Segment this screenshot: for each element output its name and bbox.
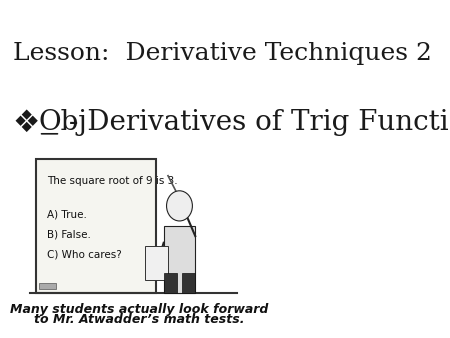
Text: ❖: ❖: [13, 108, 40, 138]
Text: - Derivatives of Trig Functions: - Derivatives of Trig Functions: [60, 108, 450, 136]
Text: A) True.: A) True.: [47, 209, 87, 219]
Text: Obj: Obj: [39, 108, 88, 136]
Circle shape: [166, 191, 193, 221]
Text: Many students actually look forward: Many students actually look forward: [10, 303, 269, 316]
Bar: [164, 226, 195, 293]
Text: C) Who cares?: C) Who cares?: [47, 249, 122, 260]
Text: Lesson:  Derivative Techniques 2: Lesson: Derivative Techniques 2: [13, 42, 432, 65]
Bar: [145, 246, 168, 280]
Text: B) False.: B) False.: [47, 230, 91, 239]
Bar: [39, 283, 56, 289]
FancyBboxPatch shape: [36, 159, 157, 293]
Bar: [164, 273, 176, 293]
Bar: [182, 273, 195, 293]
Text: to Mr. Atwadder’s math tests.: to Mr. Atwadder’s math tests.: [34, 313, 244, 326]
Text: The square root of 9 is 3.: The square root of 9 is 3.: [47, 176, 178, 186]
